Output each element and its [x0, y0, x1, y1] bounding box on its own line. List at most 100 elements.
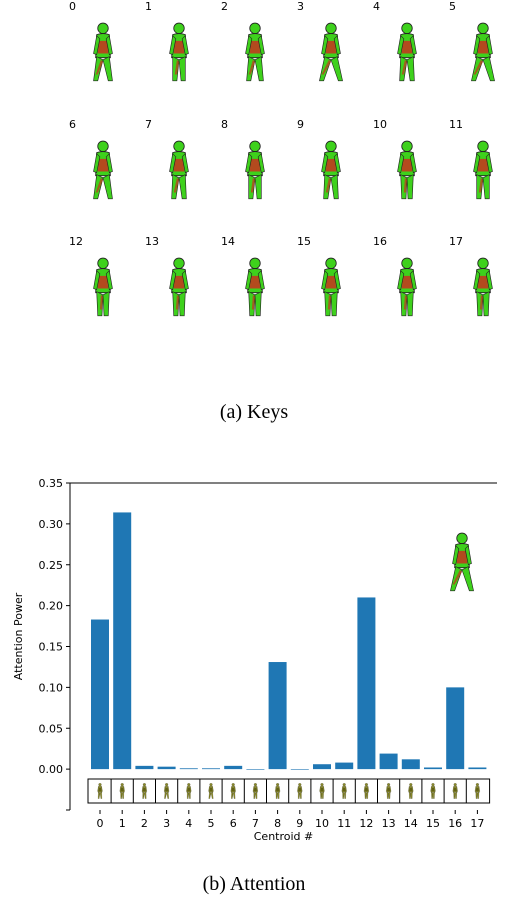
- key-cell: 13: [145, 235, 225, 335]
- walking-person-icon: [245, 22, 265, 82]
- key-cell: 17: [449, 235, 508, 335]
- walking-person-icon: [473, 257, 493, 317]
- bar: [246, 769, 265, 770]
- y-tick-label: 0.35: [39, 477, 64, 490]
- walking-person-icon: [473, 140, 493, 200]
- bar: [357, 597, 376, 770]
- key-cell: 2: [221, 0, 301, 100]
- key-label: 16: [373, 235, 387, 248]
- bar: [290, 769, 309, 770]
- x-axis-title: Centroid #: [254, 830, 314, 843]
- walking-person-icon: [245, 257, 265, 317]
- y-tick-label: 0.05: [39, 722, 64, 735]
- key-cell: 7: [145, 118, 225, 218]
- key-label: 0: [69, 0, 76, 13]
- walking-person-icon: [319, 22, 343, 82]
- attention-chart: 0.000.050.100.150.200.250.300.350 1 2 3 4 5 6 7…: [12, 477, 497, 843]
- key-label: 4: [373, 0, 380, 13]
- walking-person-icon: [321, 140, 341, 200]
- x-tick-label: 1: [119, 817, 126, 830]
- keys-caption: (a) Keys: [219, 401, 289, 423]
- key-label: 6: [69, 118, 76, 131]
- thumbnail-figure-icon: [97, 783, 103, 799]
- walking-person-icon: [169, 22, 189, 82]
- key-label: 17: [449, 235, 463, 248]
- thumbnail-figure-icon: [297, 783, 303, 799]
- x-tick-label: 7: [252, 817, 259, 830]
- thumbnail-figure-icon: [385, 783, 392, 799]
- bar: [268, 662, 287, 770]
- x-tick-label: 14: [404, 817, 418, 830]
- thumbnail-figure-icon: [119, 783, 125, 799]
- x-tick-label: 10: [315, 817, 329, 830]
- y-tick-label: 0.15: [39, 641, 64, 654]
- key-cell: 16: [373, 235, 453, 335]
- key-label: 13: [145, 235, 159, 248]
- walking-person-icon: [397, 257, 417, 317]
- x-tick-label: 4: [185, 817, 192, 830]
- x-tick-label: 3: [163, 817, 170, 830]
- bar: [157, 766, 176, 770]
- bar: [202, 768, 220, 770]
- key-cell: 6: [69, 118, 149, 218]
- walking-person-icon: [245, 140, 265, 200]
- key-label: 14: [221, 235, 235, 248]
- attention-caption: (b) Attention: [202, 873, 306, 895]
- key-cell: 4: [373, 0, 453, 100]
- walking-person-icon: [93, 140, 113, 200]
- y-tick-label: 0.30: [39, 518, 64, 531]
- thumbnail-figure-icon: [252, 783, 259, 799]
- x-tick-label: 5: [208, 817, 215, 830]
- key-cell: 5: [449, 0, 508, 100]
- key-label: 7: [145, 118, 152, 131]
- thumbnail-figure-icon: [363, 783, 370, 799]
- walking-person-icon: [93, 257, 113, 317]
- key-cell: 10: [373, 118, 453, 218]
- y-axis-title: Attention Power: [12, 592, 25, 680]
- x-tick-label: 15: [426, 817, 440, 830]
- key-cell: 11: [449, 118, 508, 218]
- key-cell: 8: [221, 118, 301, 218]
- thumbnail-figure-icon: [274, 783, 281, 799]
- walking-person-icon: [169, 140, 189, 200]
- key-cell: 1: [145, 0, 225, 100]
- walking-person-icon: [450, 532, 474, 592]
- key-label: 8: [221, 118, 228, 131]
- thumbnail-figure-icon: [230, 783, 236, 799]
- x-tick-label: 11: [337, 817, 351, 830]
- thumbnail-figure-icon: [163, 783, 170, 799]
- bar: [224, 765, 243, 770]
- bar: [379, 753, 398, 770]
- key-label: 1: [145, 0, 152, 13]
- key-label: 3: [297, 0, 304, 13]
- walking-person-icon: [397, 22, 417, 82]
- bar: [468, 767, 487, 770]
- x-tick-label: 0: [97, 817, 104, 830]
- key-label: 11: [449, 118, 463, 131]
- bar: [91, 619, 109, 770]
- x-tick-label: 17: [470, 817, 484, 830]
- thumbnail-figure-icon: [430, 783, 436, 799]
- thumbnail-figure-icon: [408, 783, 414, 799]
- bar: [401, 759, 420, 770]
- key-cell: 14: [221, 235, 301, 335]
- key-cell: 15: [297, 235, 377, 335]
- walking-person-icon: [169, 257, 189, 317]
- bar: [179, 768, 198, 770]
- key-label: 10: [373, 118, 387, 131]
- key-label: 12: [69, 235, 83, 248]
- x-tick-label: 8: [274, 817, 281, 830]
- x-tick-label: 6: [230, 817, 237, 830]
- x-tick-label: 16: [448, 817, 462, 830]
- y-tick-label: 0.20: [39, 600, 64, 613]
- thumbnail-figure-icon: [474, 783, 481, 799]
- thumbnail-figure-icon: [319, 783, 325, 799]
- key-label: 9: [297, 118, 304, 131]
- thumbnail-figure-icon: [341, 783, 347, 799]
- key-cell: 0: [69, 0, 149, 100]
- walking-person-icon: [321, 257, 341, 317]
- walking-person-icon: [93, 22, 113, 82]
- thumbnail-figure-icon: [452, 783, 458, 799]
- key-cell: 9: [297, 118, 377, 218]
- keys-panel: 0 1 2 3 4 5 6 7 8 9 10 11 12 13 14 15 16 17: [0, 0, 508, 440]
